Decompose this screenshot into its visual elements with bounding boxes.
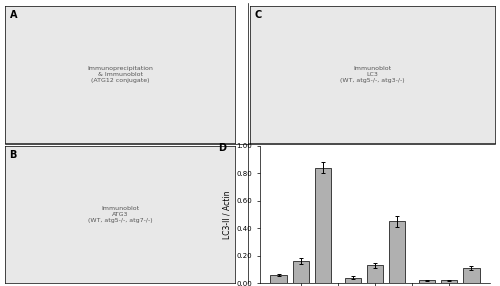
Bar — [464, 268, 479, 283]
Bar — [315, 168, 331, 283]
Text: Immunoprecipitation
& Immunoblot
(ATG12 conjugate): Immunoprecipitation & Immunoblot (ATG12 … — [87, 66, 153, 83]
Text: A: A — [10, 10, 17, 20]
Text: C: C — [255, 10, 262, 20]
Bar — [270, 275, 286, 283]
Bar — [419, 280, 435, 283]
Bar — [389, 221, 406, 283]
Y-axis label: LC3-II / Actin: LC3-II / Actin — [222, 190, 231, 239]
Bar — [292, 261, 309, 283]
Bar — [367, 265, 383, 283]
Bar — [441, 280, 458, 283]
Text: Immunoblot
ATG3
(WT, atg5-/-, atg7-/-): Immunoblot ATG3 (WT, atg5-/-, atg7-/-) — [88, 206, 152, 223]
Bar — [344, 278, 361, 283]
Text: D: D — [218, 143, 226, 153]
Text: Immunoblot
LC3
(WT, atg5-/-, atg3-/-): Immunoblot LC3 (WT, atg5-/-, atg3-/-) — [340, 66, 405, 83]
Text: B: B — [10, 150, 17, 160]
